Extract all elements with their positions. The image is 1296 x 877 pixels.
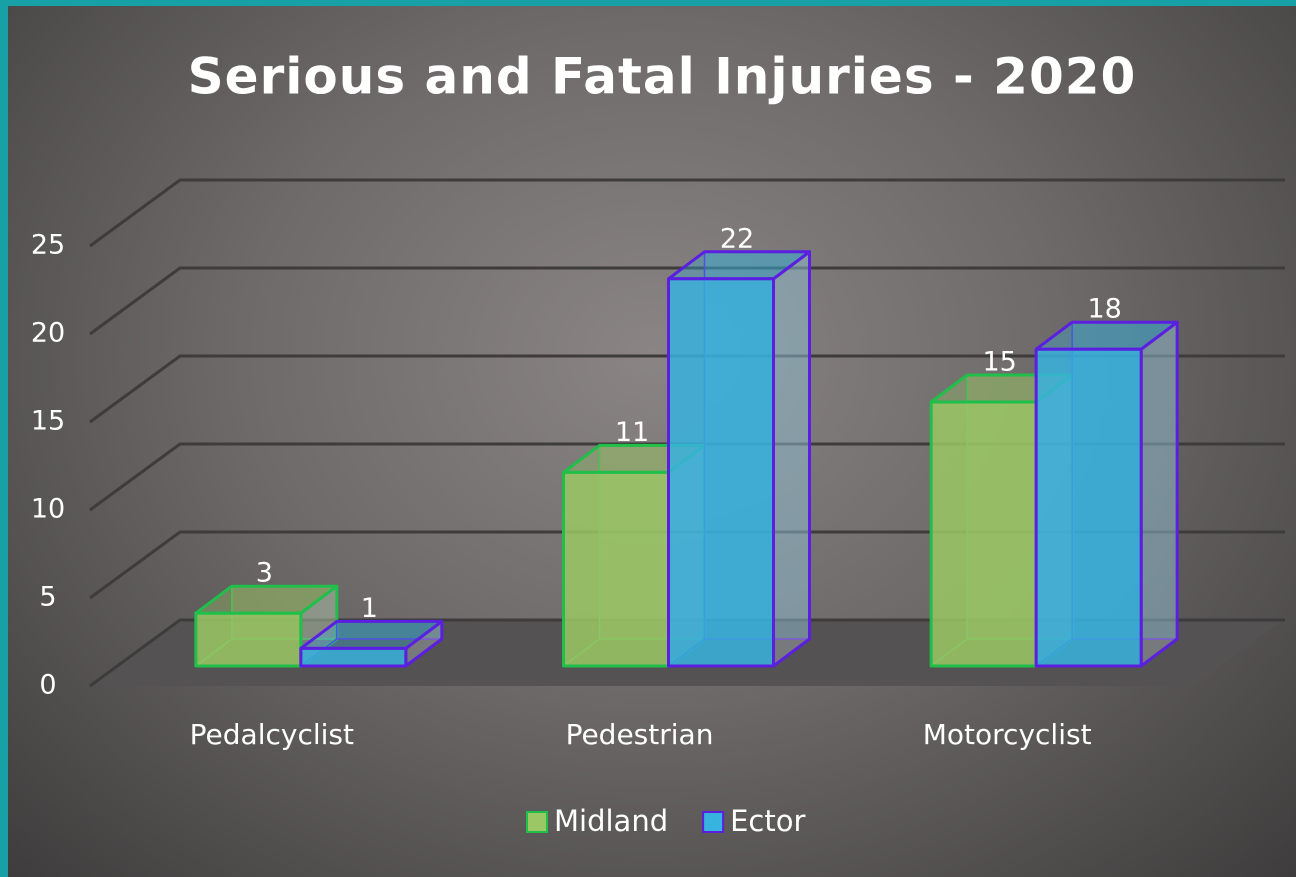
bar-front xyxy=(667,277,775,668)
bar-front xyxy=(1034,347,1143,668)
grid-line xyxy=(89,178,1285,248)
y-tick-label: 15 xyxy=(31,406,65,437)
legend-swatch xyxy=(702,811,725,833)
bar-side xyxy=(1139,320,1179,668)
bar-front xyxy=(194,611,303,668)
bar-front xyxy=(562,470,670,668)
value-label: 18 xyxy=(1087,294,1121,325)
value-label: 3 xyxy=(256,558,273,589)
grid-line xyxy=(89,442,1285,512)
x-tick-label: Pedalcyclist xyxy=(190,718,354,751)
value-label: 15 xyxy=(982,347,1016,378)
chart-title: Serious and Fatal Injuries - 2020 xyxy=(188,48,1137,106)
y-tick-label: 5 xyxy=(39,582,56,613)
bar-side xyxy=(772,250,811,668)
bar xyxy=(667,250,811,668)
bar xyxy=(299,619,444,668)
x-tick-label: Motorcyclist xyxy=(923,718,1092,751)
bar-front xyxy=(299,646,408,668)
grid-line xyxy=(89,354,1285,424)
value-label: 22 xyxy=(720,223,754,254)
y-tick-label: 20 xyxy=(31,318,65,349)
y-tick-label: 25 xyxy=(31,230,65,261)
x-tick-label: Pedestrian xyxy=(566,718,714,751)
value-label: 11 xyxy=(615,417,649,448)
bar-front xyxy=(929,400,1038,668)
legend-label: Midland xyxy=(554,804,668,838)
bar xyxy=(1034,320,1179,668)
legend-label: Ector xyxy=(730,804,805,838)
legend-swatch xyxy=(526,811,548,833)
grid-line xyxy=(89,618,1285,688)
grid-line xyxy=(89,266,1285,336)
grid-line xyxy=(89,530,1285,600)
y-tick-label: 0 xyxy=(39,670,56,701)
y-tick-label: 10 xyxy=(31,494,65,525)
value-label: 1 xyxy=(361,593,378,624)
